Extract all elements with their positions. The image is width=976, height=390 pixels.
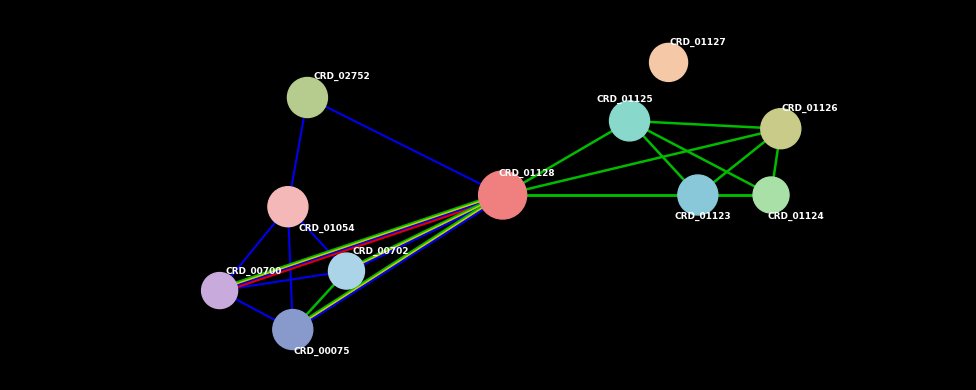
Text: CRD_01126: CRD_01126 bbox=[782, 104, 838, 113]
Text: CRD_00075: CRD_00075 bbox=[294, 346, 350, 356]
Ellipse shape bbox=[288, 78, 327, 117]
Text: CRD_01054: CRD_01054 bbox=[299, 223, 355, 233]
Text: CRD_01125: CRD_01125 bbox=[596, 95, 653, 104]
Text: CRD_00700: CRD_00700 bbox=[225, 266, 282, 276]
Ellipse shape bbox=[650, 43, 687, 82]
Text: CRD_01127: CRD_01127 bbox=[670, 37, 726, 47]
Ellipse shape bbox=[753, 177, 789, 213]
Ellipse shape bbox=[761, 109, 800, 149]
Ellipse shape bbox=[678, 175, 717, 215]
Ellipse shape bbox=[202, 273, 237, 308]
Text: CRD_01123: CRD_01123 bbox=[674, 212, 731, 221]
Text: CRD_00702: CRD_00702 bbox=[352, 247, 409, 256]
Text: CRD_01128: CRD_01128 bbox=[499, 169, 555, 178]
Ellipse shape bbox=[329, 253, 364, 289]
Ellipse shape bbox=[478, 171, 527, 219]
Text: CRD_01124: CRD_01124 bbox=[767, 212, 824, 221]
Ellipse shape bbox=[268, 187, 307, 227]
Text: CRD_02752: CRD_02752 bbox=[313, 71, 370, 81]
Ellipse shape bbox=[610, 101, 649, 141]
Ellipse shape bbox=[273, 310, 312, 349]
